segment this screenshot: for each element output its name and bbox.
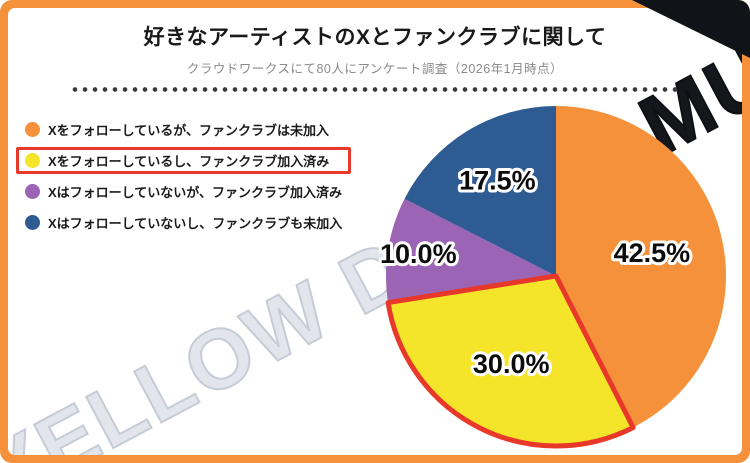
content-card: YELLOW DANCE MUSIC 好きなアーティストのXとファンクラブに関し… [8, 8, 742, 455]
legend: Xをフォローしているが、ファンクラブは未加入 Xをフォローしているし、ファンクラ… [16, 116, 352, 236]
pie-value-label-0: 42.5% [614, 238, 691, 268]
legend-label-purple: Xはフォローしていないが、ファンクラブ加入済み [48, 185, 343, 200]
pie-value-label-3: 17.5% [459, 165, 536, 195]
legend-label-orange: Xをフォローしているが、ファンクラブは未加入 [48, 123, 330, 138]
pie-slice-0 [556, 106, 726, 428]
page-title: 好きなアーティストのXとファンクラブに関して [143, 26, 607, 49]
pie-value-label-2: 10.0% [380, 239, 457, 269]
legend-swatch-yellow [25, 153, 40, 168]
pie-slice-3 [404, 106, 556, 276]
pie-chart: 42.5% 30.0% 10.0% 17.5% [377, 98, 734, 454]
legend-swatch-blue [25, 215, 40, 230]
page-subtitle: クラウドワークスにて80人にアンケート調査（2026年1月時点） [186, 62, 564, 76]
legend-item-yellow: Xをフォローしているし、ファンクラブ加入済み [16, 147, 352, 174]
pie-value-label-1: 30.0% [473, 349, 550, 379]
dotted-divider [71, 87, 679, 92]
legend-swatch-purple [25, 184, 40, 199]
pie-slice-1 [388, 276, 634, 447]
header: 好きなアーティストのXとファンクラブに関して クラウドワークスにて80人にアンケ… [8, 8, 742, 92]
legend-item-blue: Xはフォローしていないし、ファンクラブも未加入 [16, 209, 351, 236]
highlighted-slice-outline [385, 273, 636, 449]
legend-item-purple: Xはフォローしていないが、ファンクラブ加入済み [16, 178, 351, 205]
legend-label-yellow: Xをフォローしているし、ファンクラブ加入済み [48, 154, 330, 169]
pie-slice-2 [385, 198, 556, 303]
pie-svg: 42.5% 30.0% 10.0% 17.5% [377, 106, 726, 449]
legend-label-blue: Xはフォローしていないし、ファンクラブも未加入 [48, 216, 343, 231]
legend-swatch-orange [25, 122, 40, 137]
legend-item-orange: Xをフォローしているが、ファンクラブは未加入 [16, 116, 351, 143]
